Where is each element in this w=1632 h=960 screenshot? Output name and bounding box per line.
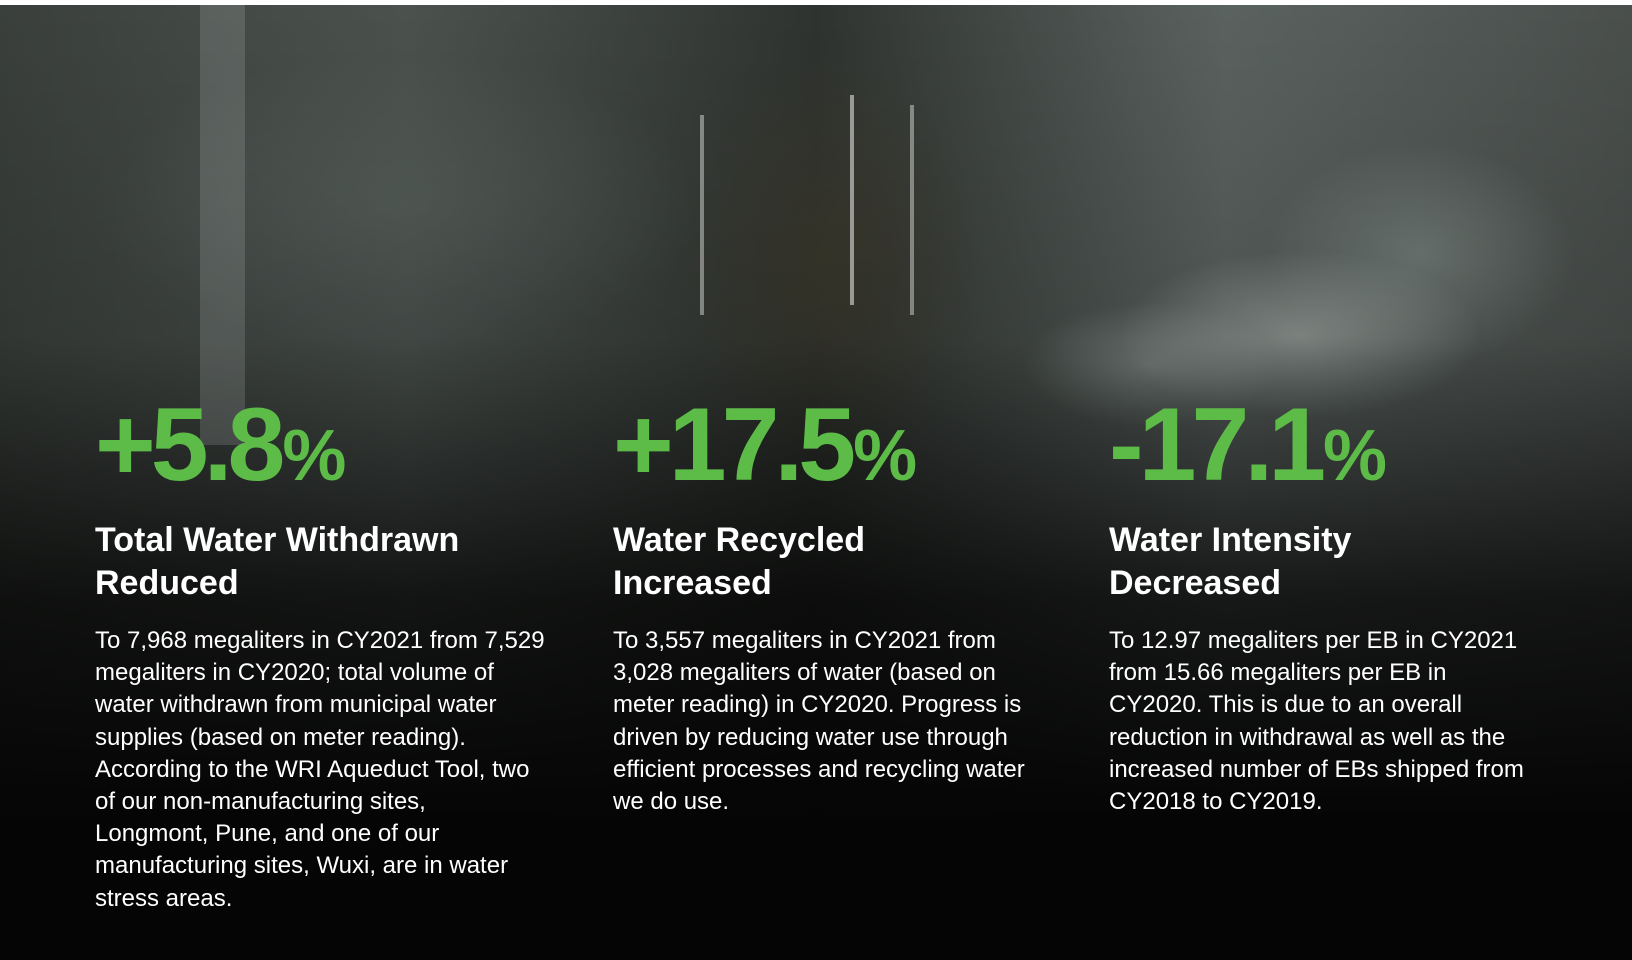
stat-value: +17.5% [613,390,1093,511]
stat-title: Water Intensity Decreased [1109,521,1352,602]
stat-body: To 7,968 megaliters in CY2021 from 7,529… [95,627,545,912]
stat-body: To 3,557 megaliters in CY2021 from 3,028… [613,627,1025,816]
stat-unit: % [282,416,347,496]
stat-body: To 12.97 megaliters per EB in CY2021 fro… [1109,627,1524,816]
stat-card: +5.8% Total Water Withdrawn Reduced To 7… [95,390,575,915]
stat-number: -17.1 [1109,387,1326,503]
light-streak [910,105,914,315]
light-streak [850,95,854,305]
stat-number: +5.8 [95,387,285,503]
stat-value: -17.1% [1109,390,1589,511]
stat-title: Total Water Withdrawn Reduced [95,521,460,602]
stat-value: +5.8% [95,390,575,511]
stat-number: +17.5 [613,387,856,503]
background-photo: +5.8% Total Water Withdrawn Reduced To 7… [0,5,1632,960]
stat-card: -17.1% Water Intensity Decreased To 12.9… [1109,390,1589,818]
stat-unit: % [853,416,918,496]
stat-title: Water Recycled Increased [613,521,865,602]
stat-unit: % [1323,416,1388,496]
light-streak [200,5,245,445]
light-streak [700,115,704,315]
stat-card: +17.5% Water Recycled Increased To 3,557… [613,390,1093,818]
